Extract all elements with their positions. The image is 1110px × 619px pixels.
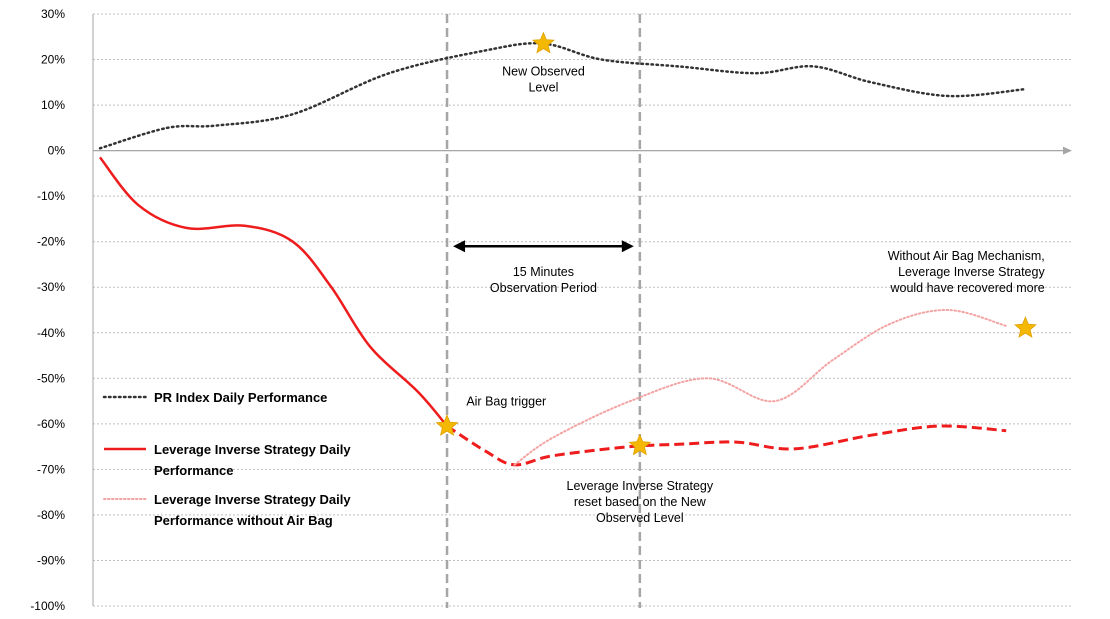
x-axis-arrowhead [1063, 146, 1072, 155]
annotation-line: would have recovered more [889, 281, 1044, 295]
y-tick-label: -70% [37, 462, 65, 476]
legend-label-line: PR Index Daily Performance [154, 390, 327, 405]
no-airbag-series-line [513, 308, 1008, 466]
strategy-reset-series-line [446, 424, 1007, 467]
star-marker [628, 433, 652, 456]
annotation-reset: Leverage Inverse Strategy reset based on … [567, 479, 714, 525]
star-marker [1014, 316, 1037, 338]
y-tick-label: 0% [48, 144, 66, 158]
y-tick-label: -100% [30, 599, 65, 613]
annotation-line: Air Bag trigger [466, 395, 546, 409]
legend: PR Index Daily Performance Leverage Inver… [102, 390, 351, 528]
annotation-airbag: Air Bag trigger [466, 395, 546, 409]
annotation-line: Without Air Bag Mechanism, [888, 249, 1045, 263]
legend-label-line: Performance without Air Bag [154, 513, 333, 528]
y-tick-label: 10% [41, 98, 65, 112]
observation-window-lines [445, 14, 642, 608]
y-tick-label: -20% [37, 235, 65, 249]
index-series-line [98, 42, 1027, 150]
observation-period-arrow [453, 240, 634, 253]
star-marker [532, 31, 555, 54]
annotation-line: Leverage Inverse Strategy [898, 265, 1045, 279]
annotation-line: Level [528, 80, 558, 94]
period-arrowhead-right [621, 240, 634, 253]
y-tick-label: -10% [37, 189, 65, 203]
annotation-line: reset based on the New [574, 495, 707, 509]
annotation-line: 15 Minutes [513, 265, 574, 279]
legend-label: PR Index Daily Performance [154, 390, 327, 405]
y-tick-label: -90% [37, 553, 65, 567]
annotation-new_level: New Observed Level [502, 64, 585, 94]
legend-label-line: Leverage Inverse Strategy Daily [154, 442, 351, 457]
legend-label: Leverage Inverse Strategy Daily Performan… [154, 492, 351, 528]
star-markers [435, 31, 1037, 456]
annotations: New Observed Level 15 Minutes Observation P… [466, 64, 1045, 524]
y-tick-label: -80% [37, 508, 65, 522]
strategy-series-line [99, 156, 448, 427]
y-tick-label: 30% [41, 7, 65, 21]
annotation-period: 15 Minutes Observation Period [490, 265, 597, 295]
y-tick-label: -50% [37, 371, 65, 385]
y-tick-label: 20% [41, 53, 65, 67]
x-axis [92, 14, 1072, 606]
annotation-without: Without Air Bag Mechanism, Leverage Inver… [888, 249, 1046, 295]
legend-label-line: Performance [154, 463, 233, 478]
annotation-line: Observation Period [490, 281, 597, 295]
annotation-line: Observed Level [596, 511, 684, 525]
series-lines [98, 42, 1027, 467]
annotation-line: New Observed [502, 64, 585, 78]
period-arrowhead-left [453, 240, 466, 253]
y-tick-labels: 30% 20% 10% 0% -10% -20% -30% -40% -50% -60% -70% -… [30, 7, 65, 613]
y-tick-label: -30% [37, 280, 65, 294]
y-tick-label: -60% [37, 417, 65, 431]
legend-label-line: Leverage Inverse Strategy Daily [154, 492, 351, 507]
legend-label: Leverage Inverse Strategy Daily Performan… [154, 442, 351, 478]
y-tick-label: -40% [37, 326, 65, 340]
star-marker [435, 414, 459, 436]
annotation-line: Leverage Inverse Strategy [567, 479, 714, 493]
